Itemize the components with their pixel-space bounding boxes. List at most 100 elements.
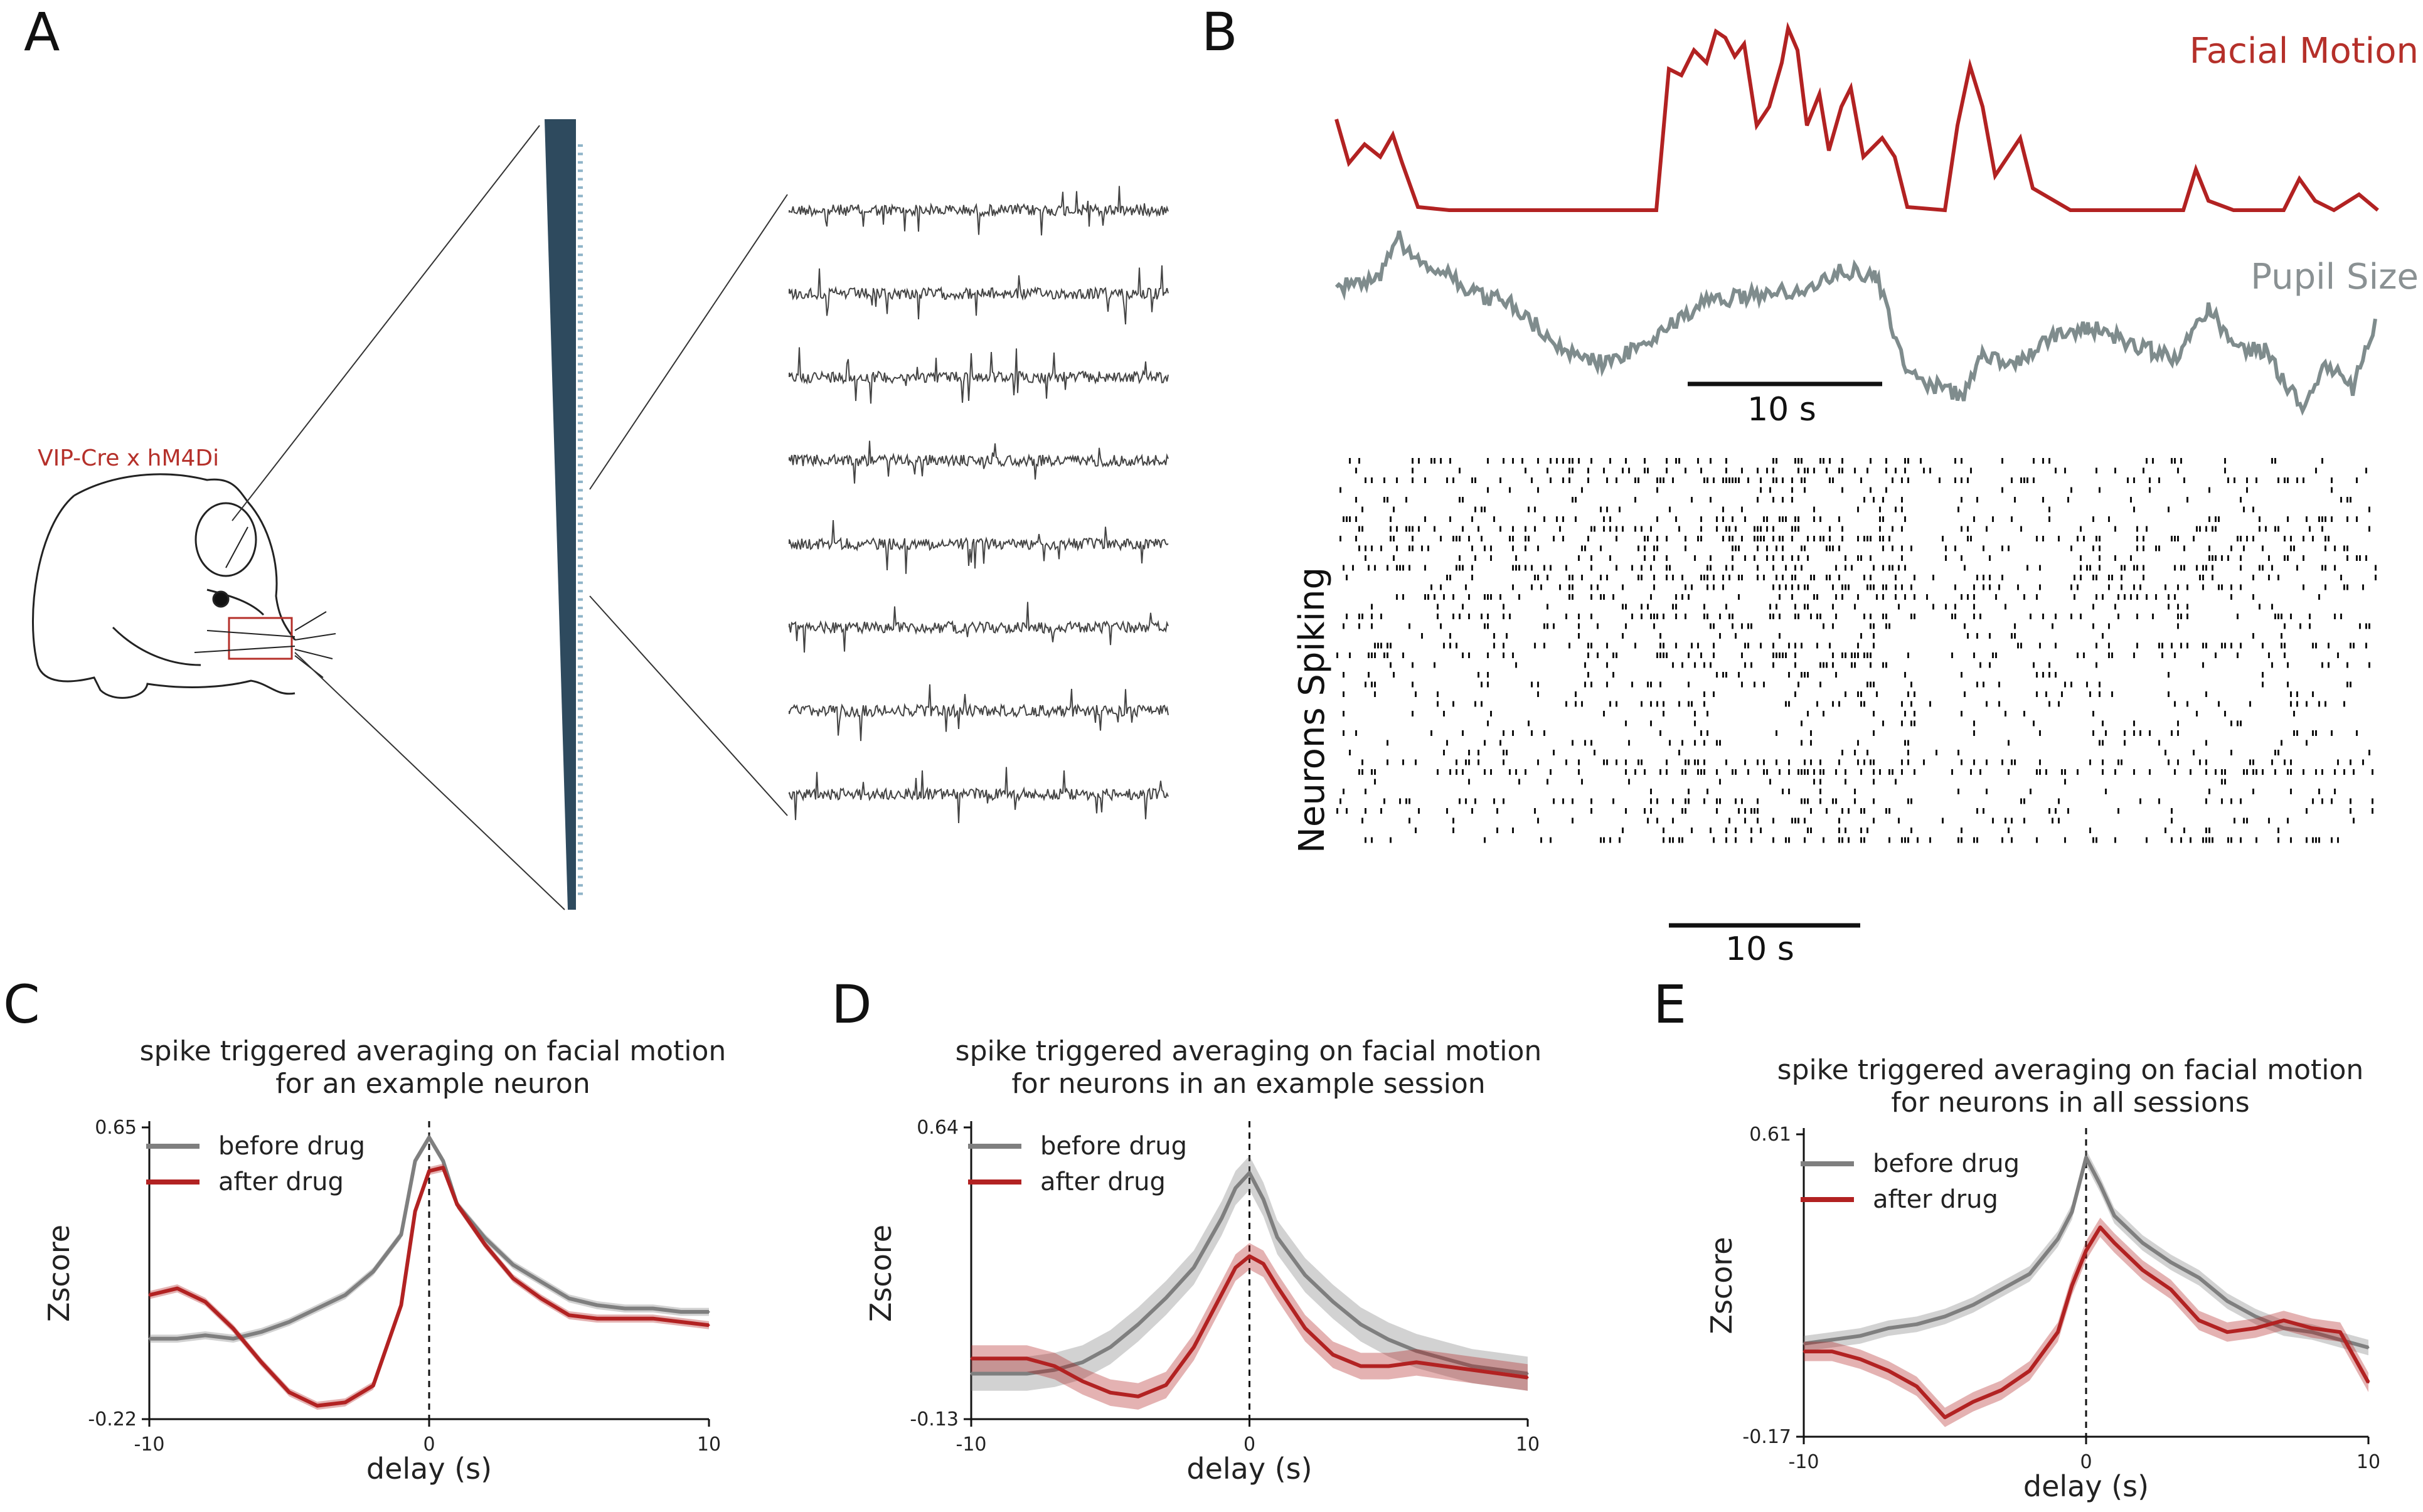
spike-tick: [1713, 477, 1715, 483]
spike-tick: [1892, 565, 1893, 571]
data-point: [1304, 1274, 1306, 1276]
spike-tick: [2306, 740, 2308, 746]
spike-tick: [1829, 545, 1831, 551]
probe-site: [578, 245, 583, 248]
spike-tick: [2045, 691, 2047, 697]
spike-tick: [1518, 779, 1520, 785]
probe-site: [578, 859, 583, 861]
spike-tick: [2259, 516, 2261, 522]
spike-tick: [1503, 730, 1504, 736]
spike-tick: [2221, 798, 2223, 804]
spike-tick: [1578, 555, 1580, 561]
probe-site: [578, 211, 583, 215]
spike-tick: [2186, 701, 2188, 707]
spike-raster: [1336, 458, 2377, 843]
spike-tick: [1967, 594, 1969, 600]
spike-tick: [2180, 565, 2182, 571]
spike-tick: [1904, 740, 1906, 746]
spike-tick: [2064, 837, 2066, 843]
spike-tick: [1794, 691, 1796, 697]
data-point: [148, 1338, 151, 1340]
spike-tick: [1914, 769, 1915, 775]
spike-tick: [1678, 750, 1680, 755]
spike-tick: [1703, 477, 1705, 483]
probe-site: [578, 304, 583, 307]
spike-tick: [2133, 769, 2135, 775]
spike-tick: [1572, 798, 1574, 804]
spike-tick: [1779, 633, 1781, 639]
spike-tick: [1725, 672, 1727, 678]
spike-tick: [1659, 633, 1661, 639]
spike-tick: [1725, 759, 1727, 765]
facial-motion-trace: [1334, 21, 2379, 213]
spike-tick: [1910, 681, 1912, 688]
spike-tick: [1365, 555, 1366, 561]
spike-tick: [1989, 662, 1991, 668]
spike-tick: [2262, 769, 2264, 775]
spike-tick: [2048, 672, 2050, 678]
spike-tick: [2114, 555, 2116, 561]
spike-tick: [1841, 526, 1843, 532]
spike-tick: [2183, 828, 2185, 833]
spike-tick: [2306, 701, 2308, 707]
spike-tick: [1694, 711, 1696, 716]
spike-tick: [2218, 701, 2220, 707]
spike-tick: [1616, 701, 1617, 707]
data-point: [1137, 1395, 1139, 1398]
spike-tick: [2193, 750, 2195, 755]
spike-tick: [2277, 614, 2279, 619]
spike-tick: [2262, 545, 2264, 551]
spike-tick: [1750, 623, 1752, 629]
spike-tick: [2171, 536, 2173, 541]
spike-tick: [1590, 798, 1592, 804]
spike-tick: [2199, 526, 2201, 532]
probe-site: [578, 875, 583, 878]
spike-tick: [1838, 701, 1840, 707]
spike-tick: [1926, 594, 1928, 600]
data-point: [2311, 1331, 2313, 1333]
spike-tick: [1713, 691, 1715, 697]
spike-tick: [2255, 477, 2257, 483]
spike-tick: [1823, 662, 1824, 668]
spike-tick: [1722, 536, 1724, 541]
probe-site: [578, 472, 583, 475]
data-point: [708, 1324, 710, 1326]
spike-tick: [2196, 565, 2198, 571]
y-axis-label: Zscore: [1705, 1237, 1739, 1334]
spike-tick: [1995, 652, 1997, 658]
spike-tick: [1779, 594, 1781, 600]
spike-tick: [1622, 828, 1624, 833]
spike-tick: [2014, 633, 2016, 639]
spike-tick: [1644, 545, 1646, 551]
spike-tick: [2243, 506, 2245, 513]
probe-site: [578, 733, 583, 735]
spike-tick: [1634, 642, 1636, 649]
spike-tick: [1954, 458, 1956, 464]
spike-tick: [1873, 633, 1875, 639]
spike-tick: [2180, 614, 2182, 619]
spike-tick: [1807, 672, 1809, 678]
spike-tick: [1446, 477, 1448, 483]
spike-tick: [2055, 642, 2057, 649]
spike-tick: [1832, 584, 1834, 590]
spike-tick: [2127, 477, 2129, 483]
spike-tick: [1471, 808, 1473, 814]
spike-tick: [1979, 769, 1981, 775]
spike-tick: [1819, 516, 1821, 522]
spike-tick: [1863, 497, 1865, 503]
spike-tick: [1409, 565, 1410, 571]
data-point: [148, 1294, 151, 1296]
spike-tick: [1685, 798, 1686, 804]
spike-tick: [1547, 575, 1548, 580]
spike-tick: [1766, 555, 1768, 561]
spike-tick: [1666, 555, 1668, 561]
spike-tick: [1694, 740, 1696, 746]
spike-tick: [1487, 614, 1489, 619]
spike-tick: [1716, 798, 1718, 804]
spike-tick: [1961, 594, 1962, 600]
spike-tick: [1634, 526, 1636, 532]
spike-tick: [1813, 516, 1815, 522]
spike-tick: [1694, 759, 1696, 765]
spike-tick: [1932, 575, 1934, 580]
spike-tick: [1339, 798, 1341, 804]
